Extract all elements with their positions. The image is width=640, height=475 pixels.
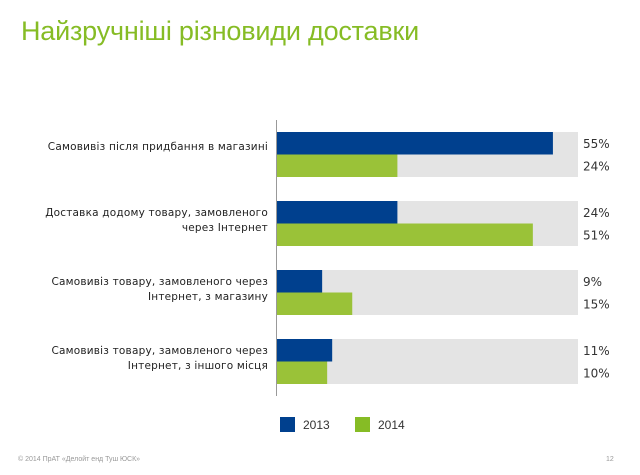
value-label-2014-0: 24%: [583, 160, 610, 174]
bar-2013-0: [277, 132, 553, 155]
category-label: Доставка додому товару, замовленого через…: [18, 206, 268, 236]
copyright-footer: © 2014 ПрАТ «Делойт енд Туш ЮСК»: [18, 456, 141, 463]
bar-2013-3: [277, 339, 333, 362]
value-label-2013-3: 11%: [583, 344, 610, 358]
category-label-line: Самовивіз після придбання в магазині: [47, 141, 268, 153]
bar-2014-3: [277, 361, 328, 384]
bar-2014-2: [277, 292, 353, 315]
bar-2013-1: [277, 201, 398, 224]
legend-label-2014: 2014: [378, 417, 405, 432]
page-number: 12: [606, 456, 614, 463]
value-label-2014-2: 15%: [583, 298, 610, 312]
bars-group: 55% 24% 24% 51% 9% 15% 11% 10%: [277, 132, 610, 384]
value-label-2014-3: 10%: [583, 367, 610, 381]
legend-swatch-2014: [355, 417, 370, 432]
category-label-line: Самовивіз товару, замовленого через: [51, 275, 268, 288]
value-label-2013-0: 55%: [583, 137, 610, 151]
bar-2014-1: [277, 223, 533, 246]
value-label-2013-1: 24%: [583, 206, 610, 220]
bar-2013-2: [277, 270, 323, 293]
category-label-line: Доставка додому товару, замовленого: [45, 206, 268, 219]
category-label-line: через Інтернет: [181, 221, 268, 234]
legend-label-2013: 2013: [303, 417, 330, 432]
category-label: Самовивіз після придбання в магазині: [18, 140, 268, 155]
value-label-2013-2: 9%: [583, 275, 602, 289]
category-label-line: Інтернет, з іншого місця: [127, 359, 268, 372]
category-label: Самовивіз товару, замовленого через Інтер…: [18, 275, 268, 305]
category-label-line: Інтернет, з магазину: [147, 290, 268, 303]
legend-swatch-2013: [280, 417, 295, 432]
category-label-line: Самовивіз товару, замовленого через: [51, 344, 268, 357]
legend-item-2014: 2014: [355, 417, 405, 432]
page-title: Найзручніші різновиди доставки: [21, 16, 419, 46]
legend-item-2013: 2013: [280, 417, 330, 432]
bar-2014-0: [277, 154, 398, 177]
value-label-2014-1: 51%: [583, 229, 610, 243]
category-label: Самовивіз товару, замовленого через Інтер…: [18, 344, 268, 374]
